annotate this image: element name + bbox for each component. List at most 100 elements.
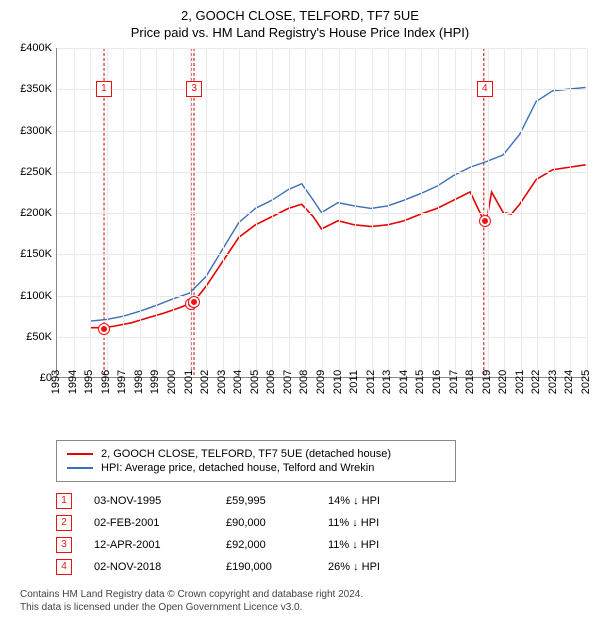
gridline-v: [388, 48, 389, 377]
gridline-v: [305, 48, 306, 377]
sales-row: 402-NOV-2018£190,00026% ↓ HPI: [56, 556, 590, 578]
x-tick-label: 1999: [149, 370, 161, 394]
sales-table: 1 03-NOV-1995 £59,995 14% ↓ HPI 2 02-FEB-2001…: [56, 490, 590, 578]
marker-dot: [99, 324, 109, 334]
x-tick-label: 2023: [547, 370, 559, 394]
legend-label: HPI: Average price, detached house, Telf…: [101, 462, 374, 474]
gridline-v: [570, 48, 571, 377]
sales-date: 12-APR-2001: [94, 539, 204, 551]
y-tick-label: £250K: [20, 166, 52, 178]
x-tick-label: 2019: [481, 370, 493, 394]
y-tick-label: £300K: [20, 125, 52, 137]
gridline-v: [140, 48, 141, 377]
sales-date: 02-NOV-2018: [94, 561, 204, 573]
x-tick-label: 2013: [381, 370, 393, 394]
sales-index-box: 2: [56, 515, 72, 531]
footer-attribution: Contains HM Land Registry data © Crown c…: [20, 588, 590, 614]
sales-row: 3 12-APR-2001 £92,000 11% ↓ HPI: [56, 534, 590, 556]
gridline-v: [455, 48, 456, 377]
x-tick-label: 2010: [332, 370, 344, 394]
x-tick-label: 2008: [298, 370, 310, 394]
x-tick-label: 1996: [100, 370, 112, 394]
x-tick-label: 2000: [166, 370, 178, 394]
legend-row: 2, GOOCH CLOSE, TELFORD, TF7 5UE (detach…: [67, 447, 445, 461]
legend-label: 2, GOOCH CLOSE, TELFORD, TF7 5UE (detach…: [101, 448, 391, 460]
sales-diff: 14% ↓ HPI: [328, 495, 408, 507]
x-tick-label: 2021: [514, 370, 526, 394]
gridline-v: [587, 48, 588, 377]
legend-swatch: [67, 467, 93, 469]
gridline-v: [206, 48, 207, 377]
x-tick-label: 2014: [398, 370, 410, 394]
sales-price: £59,995: [226, 495, 306, 507]
chart-title: 2, GOOCH CLOSE, TELFORD, TF7 5UE: [10, 8, 590, 23]
x-tick-label: 2022: [530, 370, 542, 394]
x-tick-label: 2016: [431, 370, 443, 394]
chart-subtitle: Price paid vs. HM Land Registry's House …: [10, 25, 590, 40]
gridline-v: [537, 48, 538, 377]
x-tick-label: 2011: [348, 370, 360, 394]
sales-index-box: 4: [56, 559, 72, 575]
gridline-v: [521, 48, 522, 377]
legend: 2, GOOCH CLOSE, TELFORD, TF7 5UE (detach…: [56, 440, 456, 482]
y-axis: £0£50K£100K£150K£200K£250K£300K£350K£400…: [10, 48, 56, 378]
sales-index-box: 3: [56, 537, 72, 553]
sales-index-box: 1: [56, 493, 72, 509]
gridline-v: [421, 48, 422, 377]
gridline-v: [256, 48, 257, 377]
gridline-v: [173, 48, 174, 377]
gridline-v: [405, 48, 406, 377]
sales-date: 02-FEB-2001: [94, 517, 204, 529]
y-tick-label: £400K: [20, 42, 52, 54]
footer-line1: Contains HM Land Registry data © Crown c…: [20, 588, 590, 601]
gridline-v: [123, 48, 124, 377]
x-tick-label: 1997: [116, 370, 128, 394]
x-tick-label: 1993: [50, 370, 62, 394]
sales-row: 2 02-FEB-2001 £90,000 11% ↓ HPI: [56, 512, 590, 534]
x-tick-label: 1998: [133, 370, 145, 394]
gridline-v: [322, 48, 323, 377]
gridline-v: [355, 48, 356, 377]
x-tick-label: 2020: [497, 370, 509, 394]
y-tick-label: £350K: [20, 83, 52, 95]
footer-line2: This data is licensed under the Open Gov…: [20, 601, 590, 614]
x-tick-label: 2004: [232, 370, 244, 394]
x-tick-label: 2001: [183, 370, 195, 394]
y-tick-label: £50K: [26, 331, 52, 343]
legend-swatch: [67, 453, 93, 455]
plot-area: 134: [56, 48, 586, 378]
x-tick-label: 2009: [315, 370, 327, 394]
marker-dot: [480, 216, 490, 226]
y-tick-label: £200K: [20, 207, 52, 219]
gridline-v: [90, 48, 91, 377]
x-tick-label: 2007: [282, 370, 294, 394]
sales-date: 03-NOV-1995: [94, 495, 204, 507]
gridline-v: [504, 48, 505, 377]
x-tick-label: 2005: [249, 370, 261, 394]
gridline-v: [339, 48, 340, 377]
x-tick-label: 2024: [563, 370, 575, 394]
gridline-v: [223, 48, 224, 377]
sales-row: 1 03-NOV-1995 £59,995 14% ↓ HPI: [56, 490, 590, 512]
legend-row: HPI: Average price, detached house, Telf…: [67, 461, 445, 475]
sales-price: £90,000: [226, 517, 306, 529]
x-axis: 1993199419951996199719981999200020012002…: [56, 378, 586, 408]
gridline-v: [190, 48, 191, 377]
gridline-v: [272, 48, 273, 377]
gridline-v: [554, 48, 555, 377]
chart-area: £0£50K£100K£150K£200K£250K£300K£350K£400…: [10, 48, 590, 408]
chart-container: 2, GOOCH CLOSE, TELFORD, TF7 5UE Price p…: [0, 0, 600, 620]
x-tick-label: 2018: [464, 370, 476, 394]
sales-diff: 11% ↓ HPI: [328, 517, 408, 529]
x-tick-label: 2006: [265, 370, 277, 394]
x-tick-label: 2025: [580, 370, 592, 394]
x-tick-label: 2017: [448, 370, 460, 394]
gridline-v: [471, 48, 472, 377]
x-tick-label: 2002: [199, 370, 211, 394]
marker-box: 3: [186, 81, 202, 97]
gridline-v: [372, 48, 373, 377]
sales-price: £92,000: [226, 539, 306, 551]
x-tick-label: 2003: [216, 370, 228, 394]
sales-diff: 11% ↓ HPI: [328, 539, 408, 551]
gridline-v: [289, 48, 290, 377]
